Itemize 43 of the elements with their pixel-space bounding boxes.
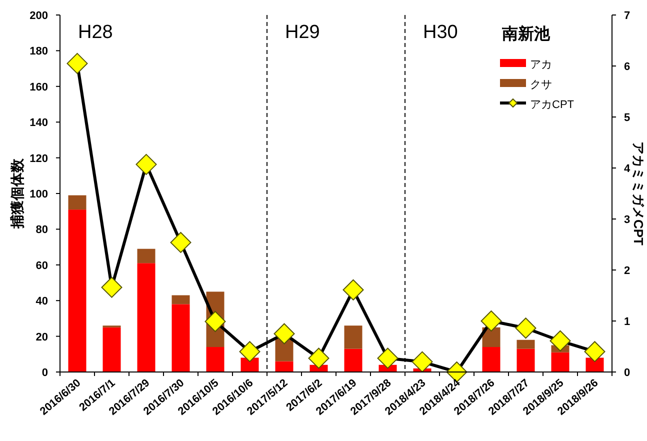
y2-tick-label: 3 xyxy=(624,214,630,226)
legend-title: 南新池 xyxy=(501,25,551,43)
y-tick-label: 40 xyxy=(36,296,48,308)
y-tick-label: 140 xyxy=(30,117,48,130)
bar xyxy=(344,326,362,349)
bar xyxy=(516,348,535,372)
y2-tick-label: 5 xyxy=(624,112,630,124)
y2-axis-title: アカミミガメCPT xyxy=(631,142,646,246)
legend-label: クサ xyxy=(530,79,552,91)
y-tick-label: 180 xyxy=(30,46,48,58)
bar xyxy=(482,347,500,372)
y-tick-label: 60 xyxy=(36,260,48,272)
y2-tick-label: 2 xyxy=(624,265,630,277)
y-tick-label: 200 xyxy=(30,10,48,22)
y2-tick-label: 1 xyxy=(624,316,630,328)
bar xyxy=(206,347,224,372)
bar xyxy=(275,361,294,372)
bar xyxy=(68,210,86,372)
y-tick-label: 20 xyxy=(36,331,48,344)
bar xyxy=(516,340,535,349)
bar xyxy=(68,195,86,210)
bar xyxy=(172,304,190,372)
bar xyxy=(137,248,156,264)
bar xyxy=(344,348,362,372)
y-axis-title: 捕獲個体数 xyxy=(9,158,25,230)
annotation: H30 xyxy=(423,22,458,43)
bar xyxy=(137,263,156,372)
annotation: H29 xyxy=(285,22,320,43)
y2-tick-label: 4 xyxy=(624,163,631,175)
y-tick-label: 100 xyxy=(30,188,48,200)
y-tick-label: 120 xyxy=(30,152,48,165)
y2-tick-label: 6 xyxy=(624,61,630,73)
bar xyxy=(551,352,570,372)
y2-tick-label: 7 xyxy=(624,10,630,22)
y2-tick-label: 0 xyxy=(624,367,630,379)
bar xyxy=(172,295,190,304)
annotation: H28 xyxy=(78,22,113,43)
bar xyxy=(102,327,121,372)
legend-label: アカ xyxy=(530,59,552,71)
y-tick-label: 80 xyxy=(36,224,48,236)
y-tick-label: 160 xyxy=(30,81,48,94)
legend-label: アカCPT xyxy=(530,99,574,111)
y-tick-label: 0 xyxy=(42,367,48,379)
